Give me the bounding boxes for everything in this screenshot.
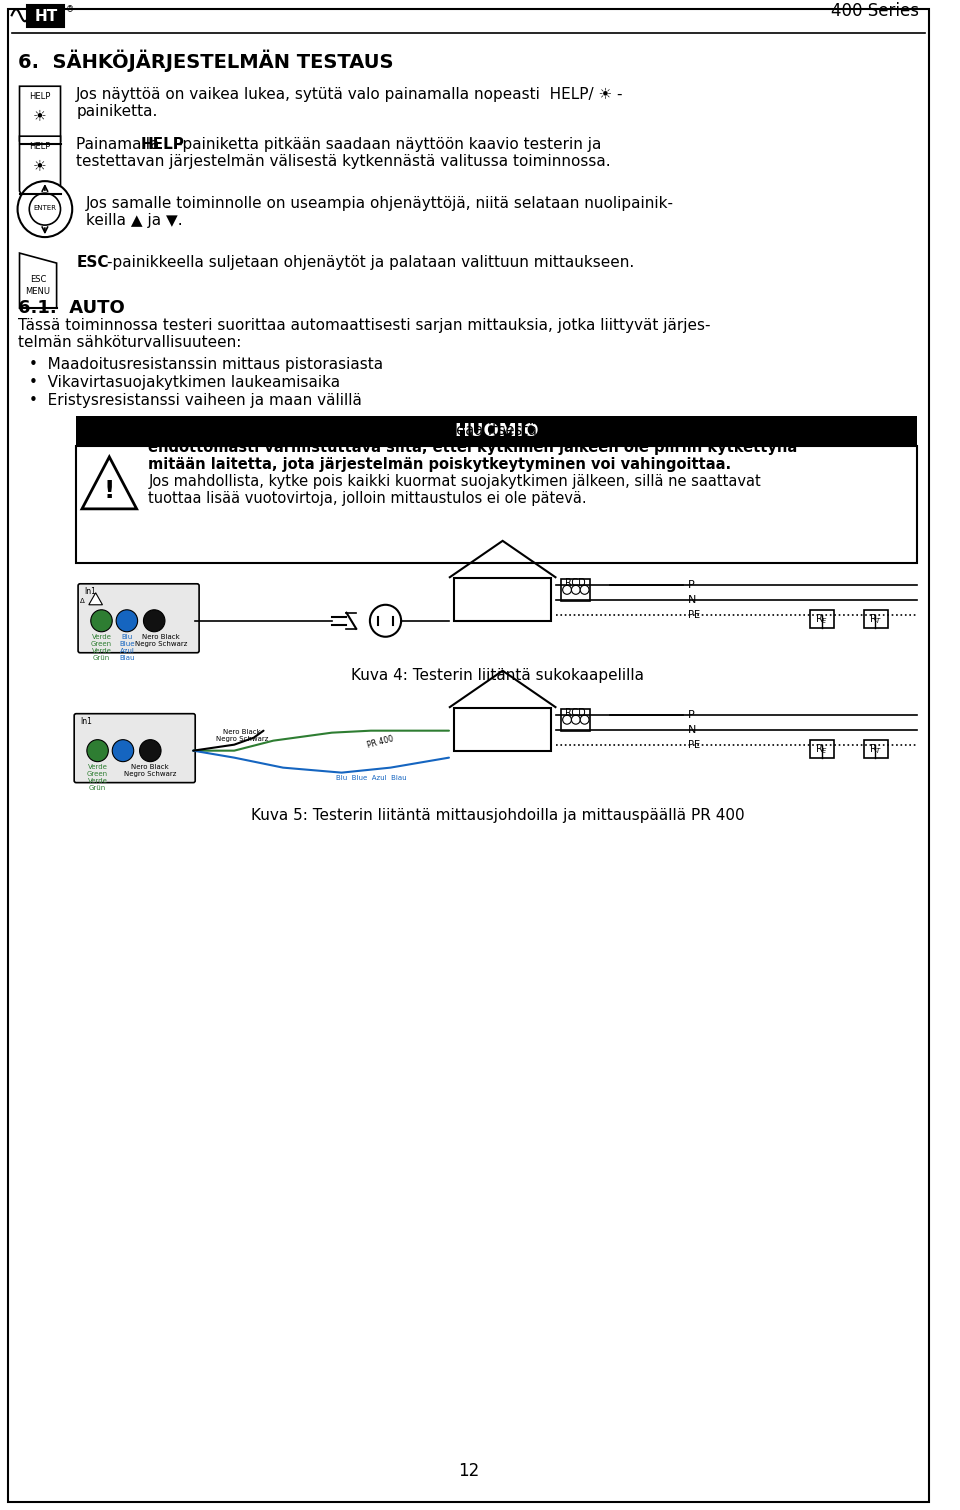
Circle shape bbox=[86, 740, 108, 761]
Text: HUOMIO: HUOMIO bbox=[454, 421, 539, 439]
Text: ehdottomasti varmistuttava siitä, ettei kytkimen jälkeen ole piiriin kytkettynä: ehdottomasti varmistuttava siitä, ettei … bbox=[149, 439, 798, 455]
Text: ENTER: ENTER bbox=[34, 205, 57, 211]
Text: 6.  SÄHKÖJÄRJESTELMÄN TESTAUS: 6. SÄHKÖJÄRJESTELMÄN TESTAUS bbox=[17, 50, 393, 71]
Text: In1: In1 bbox=[84, 587, 96, 596]
Polygon shape bbox=[19, 136, 60, 195]
FancyBboxPatch shape bbox=[562, 578, 590, 601]
Circle shape bbox=[370, 606, 401, 637]
Text: P: P bbox=[688, 580, 695, 590]
Circle shape bbox=[571, 586, 580, 595]
Text: Verde
Green
Verde
Grün: Verde Green Verde Grün bbox=[91, 634, 112, 661]
Text: -painiketta pitkään saadaan näyttöön kaavio testerin ja: -painiketta pitkään saadaan näyttöön kaa… bbox=[177, 137, 601, 153]
Text: •  Maadoitusresistanssin mittaus pistorasiasta: • Maadoitusresistanssin mittaus pistoras… bbox=[29, 356, 383, 371]
Text: Tässä toiminnossa testeri suorittaa automaattisesti sarjan mittauksia, jotka lii: Tässä toiminnossa testeri suorittaa auto… bbox=[17, 319, 710, 334]
Text: Jos näyttöä on vaikea lukea, sytütä valo painamalla nopeasti  HELP/ ☀ -: Jos näyttöä on vaikea lukea, sytütä valo… bbox=[76, 88, 624, 103]
Text: R$_T$: R$_T$ bbox=[869, 612, 882, 625]
Text: Painamalla: Painamalla bbox=[76, 137, 164, 153]
Text: •  Vikavirtasuojakytkimen laukeamisaika: • Vikavirtasuojakytkimen laukeamisaika bbox=[29, 374, 341, 390]
Circle shape bbox=[29, 193, 60, 225]
Text: Nero Black
Negro Schwarz: Nero Black Negro Schwarz bbox=[216, 729, 268, 741]
FancyBboxPatch shape bbox=[76, 415, 918, 445]
FancyBboxPatch shape bbox=[27, 6, 64, 27]
Text: Jos samalle toiminnolle on useampia ohjenäyttöjä, niitä selataan nuolipainik-: Jos samalle toiminnolle on useampia ohje… bbox=[85, 196, 674, 211]
Circle shape bbox=[112, 740, 133, 761]
Text: ESC: ESC bbox=[30, 275, 46, 284]
Text: R$_E$: R$_E$ bbox=[815, 741, 828, 755]
Text: Blu
Blue
Azul
Blau: Blu Blue Azul Blau bbox=[119, 634, 134, 661]
Text: Δ: Δ bbox=[80, 598, 84, 604]
Text: N: N bbox=[688, 725, 696, 735]
Circle shape bbox=[143, 610, 165, 631]
Text: Kuva 4: Testerin liitäntä sukokaapelilla: Kuva 4: Testerin liitäntä sukokaapelilla bbox=[351, 667, 644, 683]
Text: N: N bbox=[688, 595, 696, 606]
Text: 12: 12 bbox=[458, 1462, 479, 1480]
Text: 6.1.  AUTO: 6.1. AUTO bbox=[17, 299, 124, 317]
Text: PR 400: PR 400 bbox=[367, 735, 395, 750]
Text: Nero Black
Negro Schwarz: Nero Black Negro Schwarz bbox=[134, 634, 187, 646]
Text: 400 Series: 400 Series bbox=[831, 3, 920, 20]
Text: !: ! bbox=[104, 479, 115, 503]
Text: ESC: ESC bbox=[76, 255, 108, 270]
Circle shape bbox=[17, 181, 72, 237]
Text: PE: PE bbox=[688, 610, 700, 619]
Text: In1: In1 bbox=[80, 717, 92, 726]
Text: RCD: RCD bbox=[565, 708, 587, 717]
Circle shape bbox=[580, 716, 589, 725]
FancyBboxPatch shape bbox=[810, 740, 834, 758]
Text: P: P bbox=[688, 710, 695, 720]
Circle shape bbox=[563, 586, 571, 595]
Text: RCD: RCD bbox=[565, 578, 587, 587]
FancyBboxPatch shape bbox=[562, 708, 590, 731]
Text: on: on bbox=[695, 423, 715, 438]
Text: HELP: HELP bbox=[140, 137, 184, 153]
Text: Jos mahdollista, kytke pois kaikki kuormat suojakytkimen jälkeen, sillä ne saatt: Jos mahdollista, kytke pois kaikki kuorm… bbox=[149, 474, 761, 489]
FancyBboxPatch shape bbox=[74, 714, 195, 782]
Text: ☀: ☀ bbox=[34, 159, 47, 174]
FancyBboxPatch shape bbox=[864, 610, 888, 628]
Text: ®: ® bbox=[66, 6, 75, 14]
Text: mitään laitetta, jota järjestelmän poiskytkeytyminen voi vahingoittaa.: mitään laitetta, jota järjestelmän poisk… bbox=[149, 458, 732, 473]
Text: HELP: HELP bbox=[30, 92, 51, 101]
FancyBboxPatch shape bbox=[78, 584, 199, 652]
Text: PE: PE bbox=[688, 740, 700, 749]
FancyBboxPatch shape bbox=[76, 445, 918, 563]
Circle shape bbox=[580, 586, 589, 595]
Text: Kuva 5: Testerin liitäntä mittausjohdoilla ja mittauspäällä PR 400: Kuva 5: Testerin liitäntä mittausjohdoil… bbox=[251, 808, 745, 823]
Text: testettavan järjestelmän välisestä kytkennästä valitussa toiminnossa.: testettavan järjestelmän välisestä kytke… bbox=[76, 154, 611, 169]
Text: tuottaa lisää vuotovirtoja, jolloin mittaustulos ei ole pätevä.: tuottaa lisää vuotovirtoja, jolloin mitt… bbox=[149, 491, 587, 506]
Text: Blu  Blue  Azul  Blau: Blu Blue Azul Blau bbox=[336, 775, 406, 781]
Circle shape bbox=[91, 610, 112, 631]
Polygon shape bbox=[19, 254, 57, 308]
Circle shape bbox=[116, 610, 137, 631]
Polygon shape bbox=[82, 458, 136, 509]
Polygon shape bbox=[89, 593, 103, 606]
Text: -painikkeella suljetaan ohjenäytöt ja palataan valittuun mittaukseen.: -painikkeella suljetaan ohjenäytöt ja pa… bbox=[108, 255, 635, 270]
Polygon shape bbox=[19, 86, 60, 143]
Text: HELP: HELP bbox=[30, 142, 51, 151]
Text: painiketta.: painiketta. bbox=[76, 104, 157, 119]
Text: R$_E$: R$_E$ bbox=[815, 612, 828, 625]
Text: HT: HT bbox=[35, 9, 58, 24]
FancyBboxPatch shape bbox=[810, 610, 834, 628]
Text: •  Eristysresistanssi vaiheen ja maan välillä: • Eristysresistanssi vaiheen ja maan väl… bbox=[29, 393, 362, 408]
Text: ☀: ☀ bbox=[34, 109, 47, 124]
Circle shape bbox=[139, 740, 161, 761]
FancyBboxPatch shape bbox=[864, 740, 888, 758]
Text: R$_T$: R$_T$ bbox=[869, 741, 882, 755]
Text: Verde
Green
Verde
Grün: Verde Green Verde Grün bbox=[87, 764, 108, 791]
Text: Nero Black
Negro Schwarz: Nero Black Negro Schwarz bbox=[124, 764, 177, 776]
Text: telmän sähköturvallisuuteen:: telmän sähköturvallisuuteen: bbox=[17, 335, 241, 350]
Text: Automaattisessa testissä suojakytkin laukeaa itsestään. Sen vuoksi: Automaattisessa testissä suojakytkin lau… bbox=[149, 423, 650, 438]
Circle shape bbox=[563, 716, 571, 725]
Text: MENU: MENU bbox=[26, 287, 51, 296]
Text: keilla ▲ ja ▼.: keilla ▲ ja ▼. bbox=[85, 213, 182, 228]
Circle shape bbox=[571, 716, 580, 725]
